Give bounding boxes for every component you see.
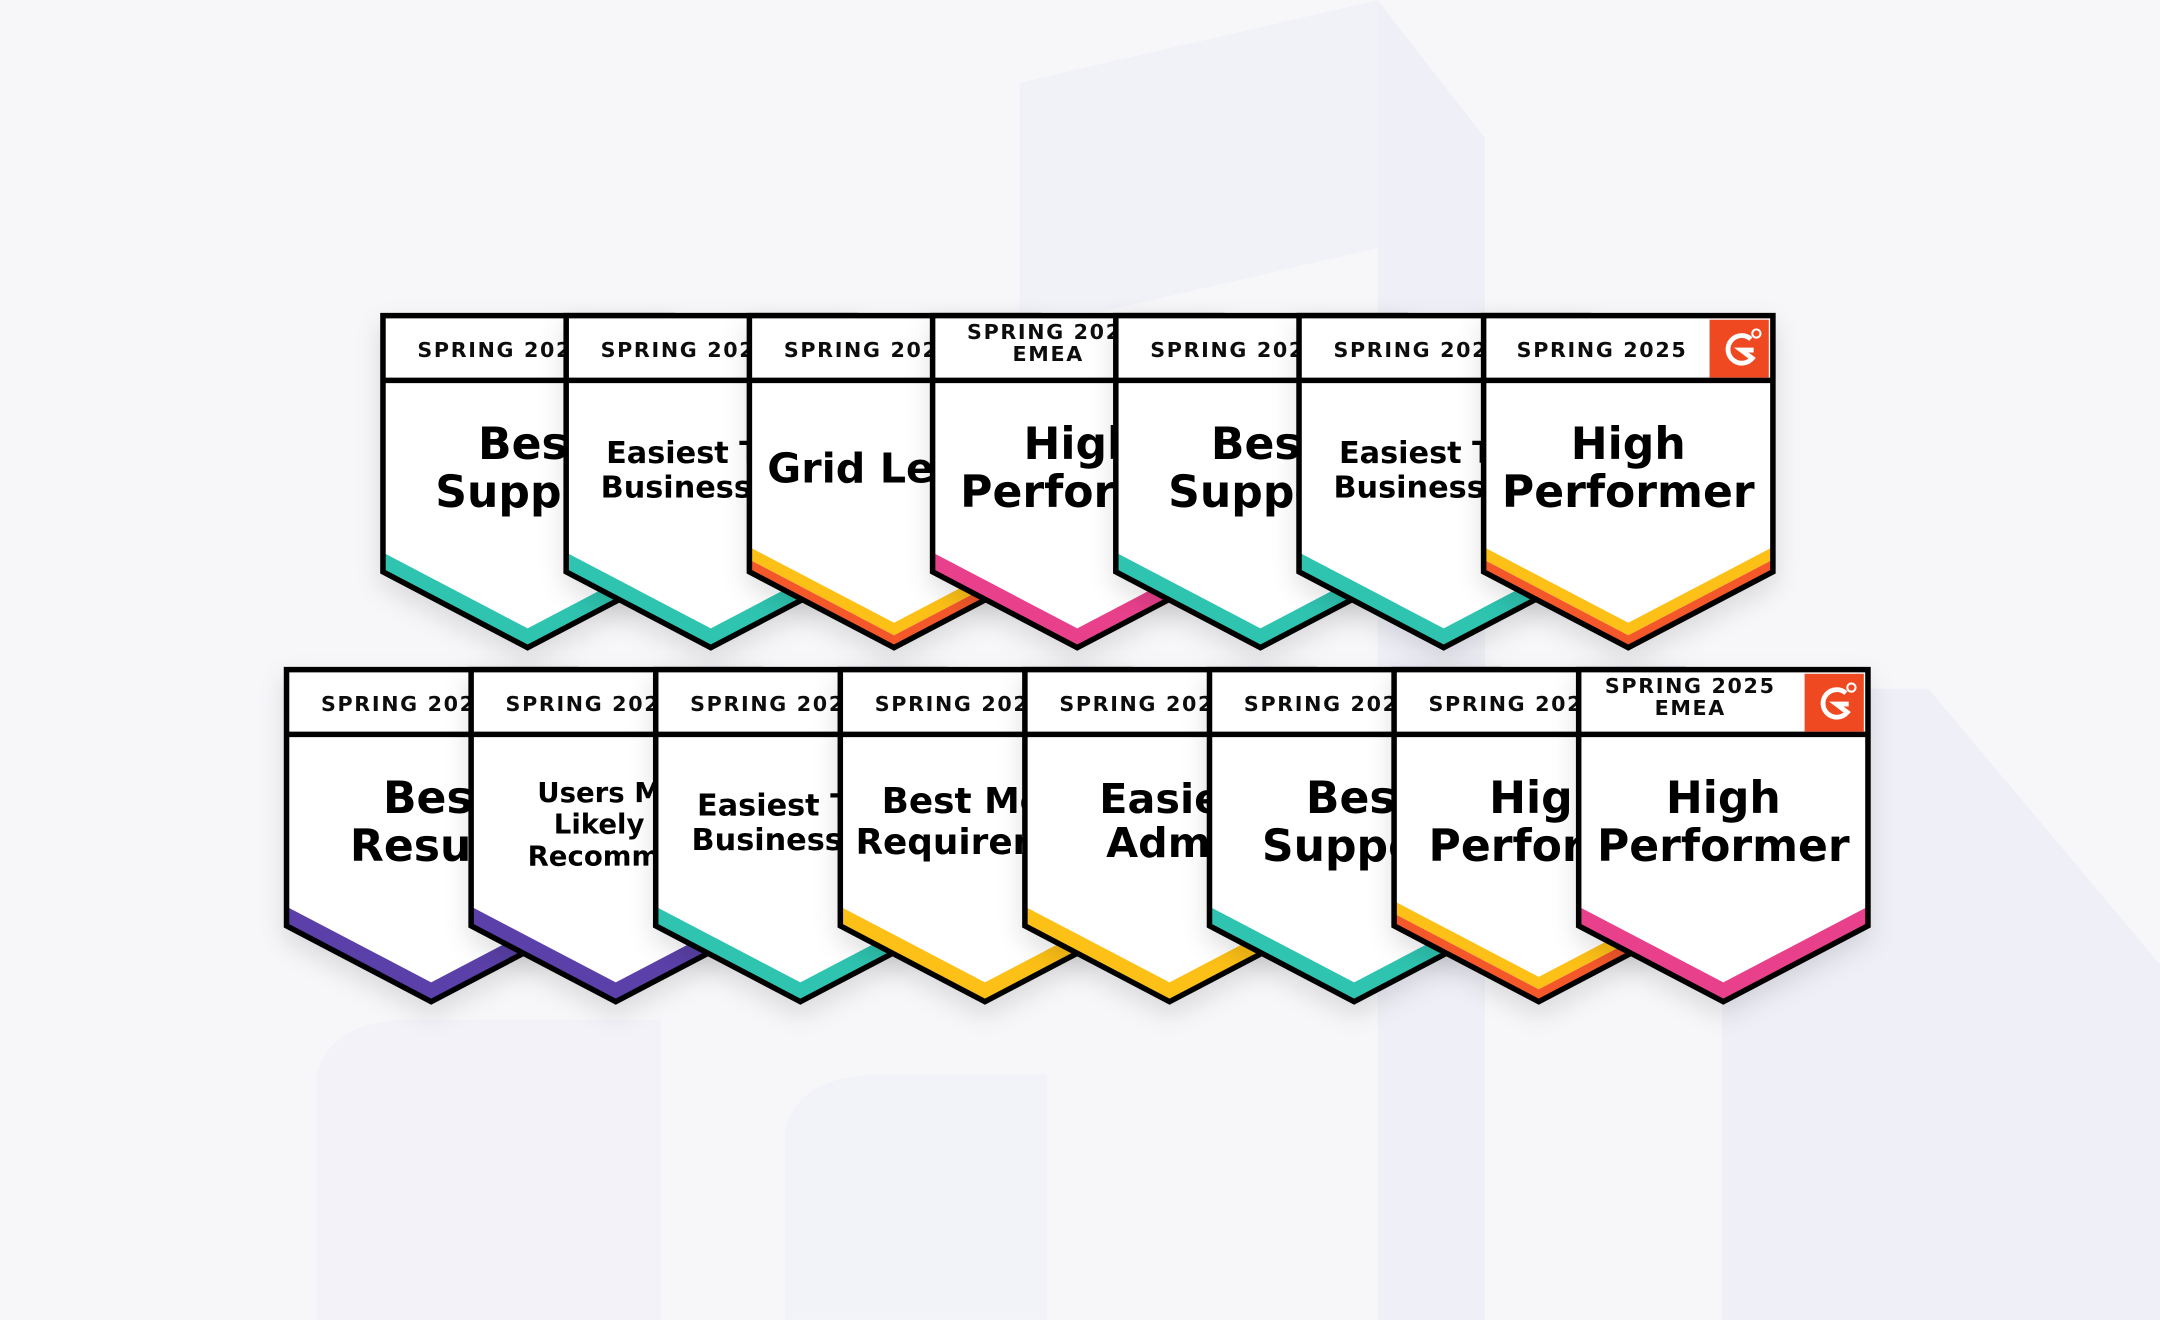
badge-title: Performer xyxy=(1502,467,1755,518)
badge-title: Performer xyxy=(1597,821,1850,872)
badge-header: SPRING 202 xyxy=(1429,692,1584,716)
badge-header: SPRING 202 xyxy=(601,338,756,362)
g2-logo-mark xyxy=(1725,333,1756,366)
badge-outline xyxy=(1575,666,1871,1005)
badge-title: Grid Lea xyxy=(767,444,962,492)
badge-title: Business xyxy=(601,470,752,505)
badge-header: SPRING 202 xyxy=(1059,692,1214,716)
badge-header: SPRING 2025 xyxy=(1605,674,1776,698)
badge-header: EMEA xyxy=(1655,696,1726,720)
badge-title: Easiest T xyxy=(606,436,760,471)
badge-title: Easiest T xyxy=(1339,436,1493,471)
badge-title: High xyxy=(1666,773,1781,824)
badge-header: SPRING 202 xyxy=(690,692,845,716)
badge-title: Business xyxy=(692,823,843,858)
badge-header: SPRING 202 xyxy=(1244,692,1399,716)
badge-header: SPRING 202 xyxy=(321,692,476,716)
badge-header: SPRING 202 xyxy=(1150,338,1305,362)
badge-header: SPRING 202 xyxy=(506,692,661,716)
badge-header: SPRING 202 xyxy=(875,692,1030,716)
badge-header: SPRING 202 xyxy=(967,320,1122,344)
badge-header: EMEA xyxy=(1013,342,1084,366)
badge-title: Best Me xyxy=(882,781,1044,822)
badge-title: Resul xyxy=(350,821,487,872)
badge-title: Easie xyxy=(1099,775,1222,823)
badge-title: Admi xyxy=(1106,819,1225,867)
badge-header: SPRING 202 xyxy=(417,338,572,362)
badge-header: SPRING 2025 xyxy=(1517,338,1688,362)
g2-logo-mark xyxy=(1820,687,1851,720)
badge-outline xyxy=(1480,312,1776,651)
g2-logo-dot xyxy=(1846,682,1857,693)
g2-logo-dot xyxy=(1751,328,1762,339)
badge-body xyxy=(1483,315,1773,648)
badge-title: High xyxy=(1571,419,1686,470)
badge-title: Business xyxy=(1333,470,1484,505)
badge-title: Users M xyxy=(537,777,661,809)
badge-header: SPRING 202 xyxy=(784,338,939,362)
badge-title: Easiest T xyxy=(697,789,851,824)
background-shapes xyxy=(316,0,2160,1320)
badge-title: Recomm xyxy=(528,840,661,872)
badge-body xyxy=(1578,669,1868,1002)
badge-title: Requirem xyxy=(855,822,1049,863)
badge-header: SPRING 202 xyxy=(1333,338,1488,362)
